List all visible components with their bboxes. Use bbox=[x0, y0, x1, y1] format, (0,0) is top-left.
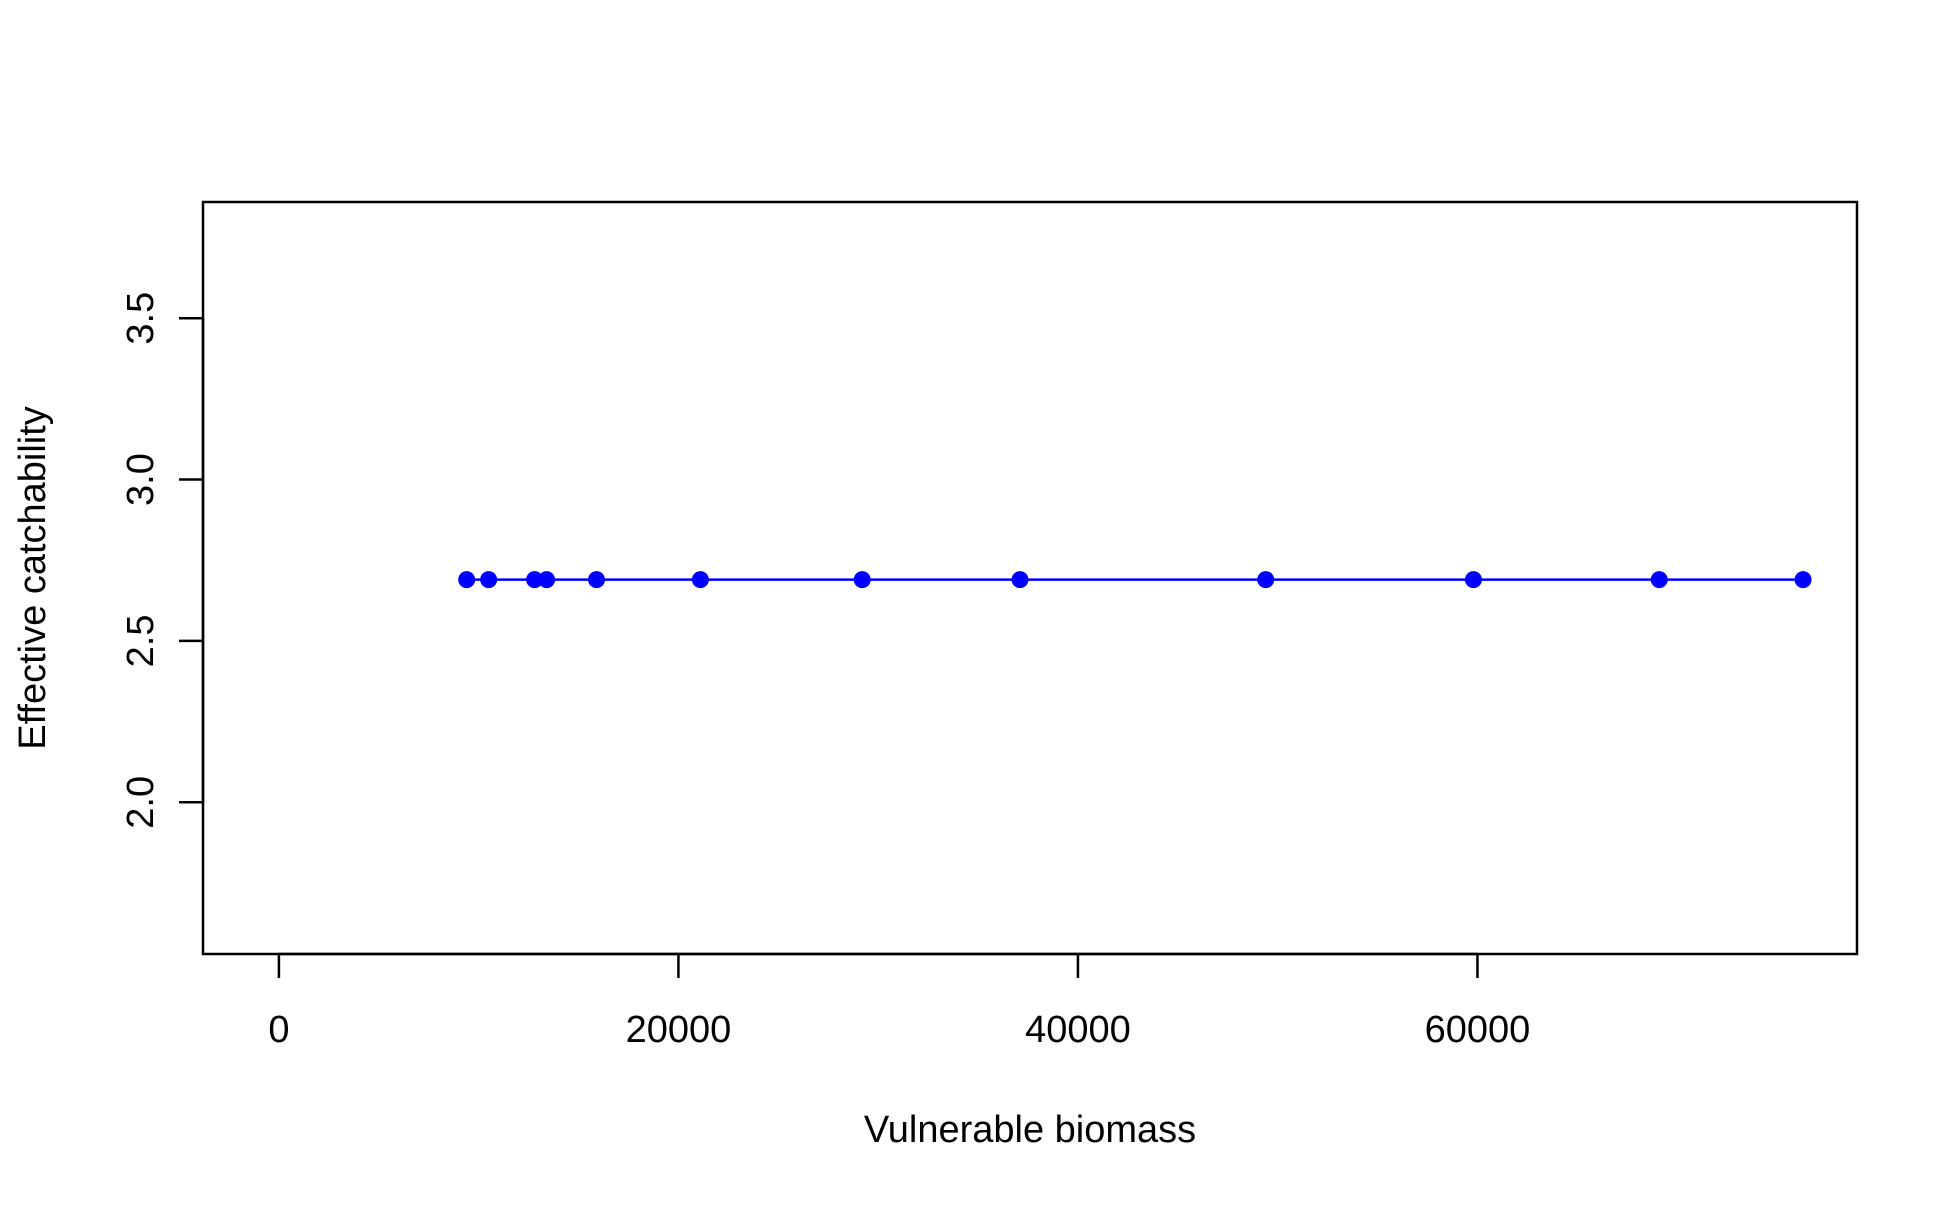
data-point bbox=[1464, 571, 1482, 589]
data-point bbox=[588, 571, 606, 589]
data-point bbox=[1794, 571, 1812, 589]
plot-frame bbox=[201, 200, 1859, 956]
x-axis-label: Vulnerable biomass bbox=[864, 1109, 1196, 1151]
x-axis: 0 20000 40000 60000 bbox=[268, 952, 1531, 1051]
y-tick-label: 3.5 bbox=[120, 292, 162, 345]
series-layer bbox=[458, 571, 1812, 589]
y-tick-label: 2.0 bbox=[120, 776, 162, 829]
x-tick-label: 0 bbox=[268, 1009, 289, 1051]
data-point bbox=[526, 571, 544, 589]
data-point bbox=[1257, 571, 1275, 589]
y-tick-label: 3.0 bbox=[120, 453, 162, 506]
data-point bbox=[691, 571, 709, 589]
x-tick-label: 40000 bbox=[1025, 1009, 1131, 1051]
data-point bbox=[853, 571, 871, 589]
data-point bbox=[1011, 571, 1029, 589]
data-point bbox=[458, 571, 476, 589]
y-tick-label: 2.5 bbox=[120, 615, 162, 668]
y-axis-label: Effective catchability bbox=[12, 406, 54, 750]
data-point bbox=[538, 571, 556, 589]
data-point bbox=[480, 571, 498, 589]
x-tick-label: 20000 bbox=[626, 1009, 732, 1051]
y-axis: 2.0 2.5 3.0 3.5 bbox=[120, 292, 205, 829]
x-tick-label: 60000 bbox=[1425, 1009, 1531, 1051]
data-point bbox=[1650, 571, 1668, 589]
